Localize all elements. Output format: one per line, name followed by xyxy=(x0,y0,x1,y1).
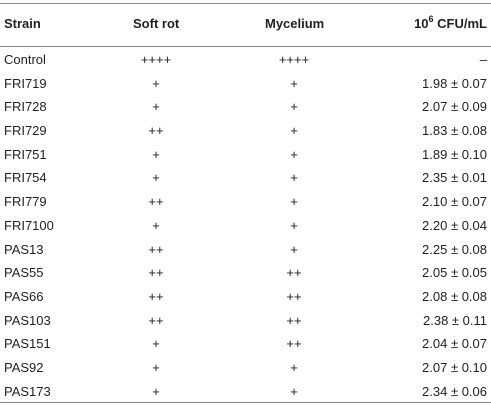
cell-cfu: – xyxy=(479,52,487,67)
cell-strain: PAS55 xyxy=(4,265,44,281)
cell-soft-rot-value: + xyxy=(152,336,160,352)
table-row: PAS151 + ++ 2.04 ± 0.07 xyxy=(0,332,491,356)
cell-strain: FRI728 xyxy=(4,99,47,115)
table-row: Control ++++ ++++ – xyxy=(0,48,491,72)
cell-cfu: 1.98 ± 0.07 xyxy=(422,75,487,91)
cell-soft-rot-value: ++ xyxy=(148,194,164,210)
table-bottom-rule xyxy=(0,402,491,403)
cell-strain: PAS13 xyxy=(4,241,44,257)
cell-soft-rot-value: + xyxy=(152,170,160,186)
cell-cfu: 2.04 ± 0.07 xyxy=(422,336,487,352)
cell-cfu: 2.38 ± 0.11 xyxy=(423,312,487,328)
cell-soft-rot-value: ++++ xyxy=(140,52,172,67)
cell-soft-rot-value: ++ xyxy=(148,288,164,304)
cell-mycelium-value: + xyxy=(290,75,298,91)
cell-cfu: 1.83 ± 0.08 xyxy=(422,123,487,139)
cell-cfu: 2.07 ± 0.09 xyxy=(422,99,487,115)
cell-strain: Control xyxy=(4,52,46,67)
header-cfu-base: 10 xyxy=(414,16,429,31)
cell-strain: PAS151 xyxy=(4,336,51,352)
table-header-row: Strain Soft rot Mycelium 106 CFU/mL xyxy=(0,0,491,46)
cell-strain: FRI719 xyxy=(4,75,47,91)
table-row: PAS92 + +2.07 ± 0.10 xyxy=(0,356,491,380)
table-row: PAS13 ++ +2.25 ± 0.08 xyxy=(0,238,491,262)
cell-mycelium-value: + xyxy=(290,241,298,257)
cell-mycelium-value: ++ xyxy=(286,312,302,328)
cell-strain: FRI751 xyxy=(4,146,47,162)
table-header-rule xyxy=(0,46,491,47)
cell-cfu: 2.20 ± 0.04 xyxy=(422,217,487,233)
table-row: FRI729 ++ +1.83 ± 0.08 xyxy=(0,119,491,143)
table-row: FRI728 + +2.07 ± 0.09 xyxy=(0,95,491,119)
cell-cfu: 1.89 ± 0.10 xyxy=(422,146,487,162)
cell-strain: FRI754 xyxy=(4,170,47,186)
cell-strain: FRI7100 xyxy=(4,217,54,233)
cell-soft-rot-value: ++ xyxy=(148,241,164,257)
cell-mycelium-value: + xyxy=(290,123,298,139)
header-strain: Strain xyxy=(4,16,41,31)
cell-mycelium-value: + xyxy=(290,194,298,210)
cell-soft-rot-value: + xyxy=(152,99,160,115)
cell-mycelium-value: ++ xyxy=(286,288,302,304)
cell-cfu: 2.08 ± 0.08 xyxy=(422,288,487,304)
cell-cfu: 2.10 ± 0.07 xyxy=(422,194,487,210)
cell-mycelium-value: + xyxy=(290,146,298,162)
table-row: PAS103 ++ ++ 2.38 ± 0.11 xyxy=(0,309,491,333)
cell-soft-rot-value: ++ xyxy=(148,265,164,281)
table-row: PAS66 ++ ++ 2.08 ± 0.08 xyxy=(0,285,491,309)
cell-mycelium-value: + xyxy=(290,217,298,233)
header-soft-rot: Soft rot xyxy=(133,16,180,31)
cell-soft-rot-value: + xyxy=(152,217,160,233)
cell-soft-rot-value: ++ xyxy=(148,312,164,328)
table-top-rule xyxy=(0,3,491,4)
table-row: PAS55 ++ ++ 2.05 ± 0.05 xyxy=(0,261,491,285)
cell-mycelium-value: + xyxy=(290,99,298,115)
cell-cfu: 2.05 ± 0.05 xyxy=(422,265,487,281)
cell-soft-rot-value: ++ xyxy=(148,123,164,139)
header-cfu-unit: CFU/mL xyxy=(433,16,487,31)
table-row: FRI719 + +1.98 ± 0.07 xyxy=(0,72,491,96)
table-row: PAS173 + +2.34 ± 0.06 xyxy=(0,380,491,404)
cell-strain: PAS92 xyxy=(4,359,44,375)
cell-strain: FRI729 xyxy=(4,123,47,139)
cell-soft-rot-value: + xyxy=(152,75,160,91)
cell-soft-rot-value: + xyxy=(152,146,160,162)
cell-cfu: 2.35 ± 0.01 xyxy=(422,170,487,186)
cell-cfu: 2.07 ± 0.10 xyxy=(422,359,487,375)
cell-cfu: 2.25 ± 0.08 xyxy=(422,241,487,257)
cell-mycelium-value: ++ xyxy=(286,265,302,281)
cell-mycelium-value: ++++ xyxy=(278,52,310,67)
cell-mycelium-value: + xyxy=(290,383,298,399)
cell-strain: PAS103 xyxy=(4,312,51,328)
table-row: FRI779 ++ +2.10 ± 0.07 xyxy=(0,190,491,214)
cell-cfu: 2.34 ± 0.06 xyxy=(422,383,487,399)
cell-strain: FRI779 xyxy=(4,194,47,210)
cell-soft-rot-value: + xyxy=(152,383,160,399)
cell-soft-rot-value: + xyxy=(152,359,160,375)
table-body: Control ++++ ++++ – FRI719 + +1.98 ± 0.07 FRI72… xyxy=(0,48,491,403)
header-mycelium: Mycelium xyxy=(265,16,325,31)
cell-mycelium-value: ++ xyxy=(286,336,302,352)
table-row: FRI7100 + +2.20 ± 0.04 xyxy=(0,214,491,238)
header-cfu-exponent: 6 xyxy=(428,13,434,24)
header-cfu: 106 CFU/mL xyxy=(414,13,487,32)
table-row: FRI754 + +2.35 ± 0.01 xyxy=(0,166,491,190)
table-row: FRI751 + +1.89 ± 0.10 xyxy=(0,143,491,167)
cell-mycelium-value: + xyxy=(290,359,298,375)
cell-strain: PAS66 xyxy=(4,288,44,304)
cell-strain: PAS173 xyxy=(4,383,51,399)
cell-mycelium-value: + xyxy=(290,170,298,186)
